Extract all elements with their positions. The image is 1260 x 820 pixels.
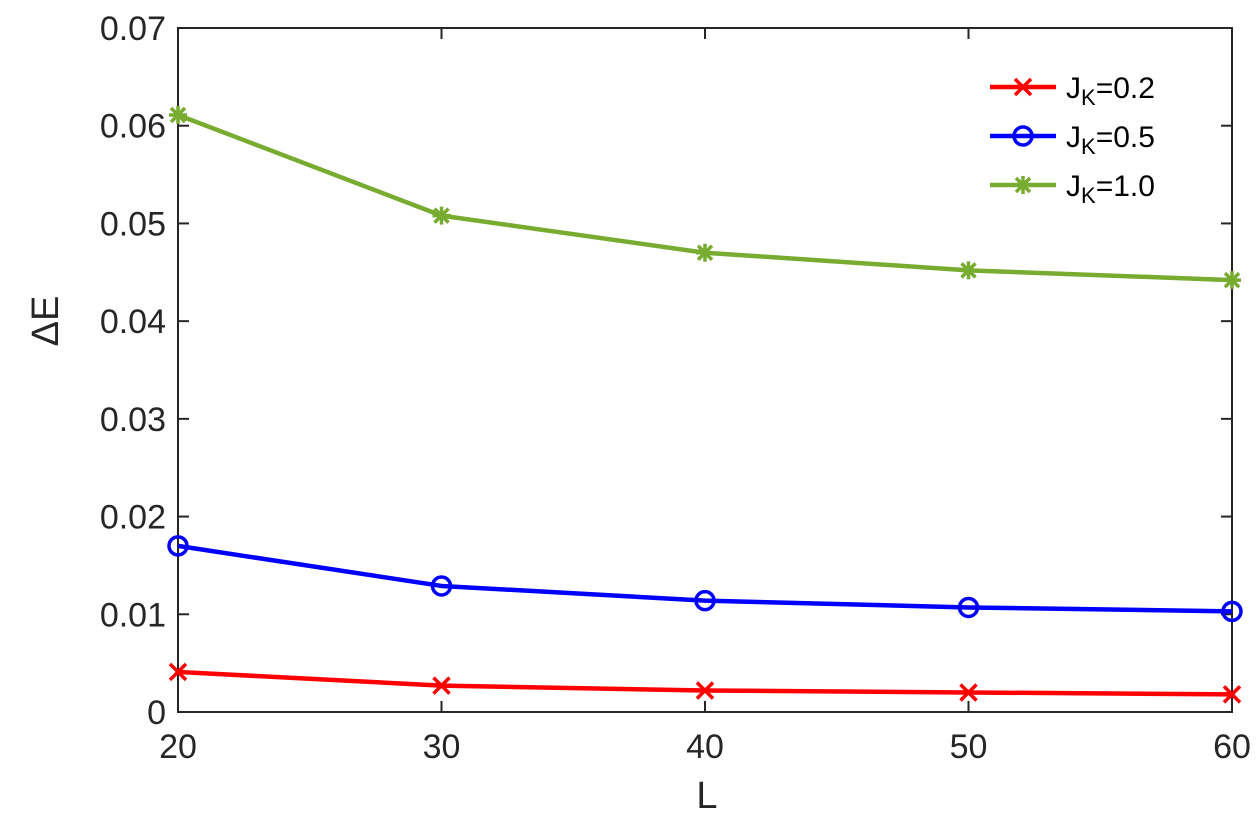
circle-marker: [430, 575, 453, 597]
asterisk-marker: [1223, 271, 1241, 290]
asterisk-marker: [696, 243, 714, 262]
y-tick-label: 0.04: [100, 303, 166, 341]
x-marker: [695, 681, 715, 700]
x-tick-label: 60: [1213, 728, 1251, 766]
y-tick-label: 0.05: [100, 205, 166, 243]
circle-marker: [1012, 125, 1034, 147]
legend-entry-1: JK=0.2: [990, 72, 1155, 110]
asterisk-marker: [432, 206, 451, 225]
x-tick-label: 30: [423, 728, 461, 766]
asterisk-marker: [1014, 176, 1032, 194]
y-tick-label: 0.03: [100, 401, 166, 439]
legend-label: JK=0.2: [1066, 72, 1155, 110]
y-tick-label: 0.02: [100, 499, 166, 537]
asterisk-marker: [959, 261, 978, 280]
x-tick-label: 50: [950, 728, 988, 766]
y-tick-label: 0.01: [100, 596, 166, 634]
y-tick-label: 0.07: [100, 10, 166, 48]
circle-marker: [1221, 600, 1243, 623]
x-marker: [432, 676, 451, 695]
x-marker: [959, 683, 978, 702]
legend: JK=0.2 JK=0.5 JK=1.0: [990, 72, 1155, 208]
legend-entry-2: JK=0.5: [990, 121, 1155, 159]
asterisk-marker: [169, 105, 187, 124]
y-tick-label: 0: [147, 694, 166, 732]
legend-label: JK=1.0: [1066, 170, 1155, 208]
y-axis-label: ΔE: [25, 296, 67, 347]
series-markers: [167, 105, 1243, 704]
legend-label: JK=0.5: [1066, 121, 1155, 159]
y-tick-label: 0.06: [100, 108, 166, 146]
x-tick-label: 40: [686, 728, 724, 766]
y-axis-ticks: 0 0.01 0.02 0.03 0.04 0.05 0.06 0.07: [100, 10, 1232, 732]
x-tick-label: 20: [159, 728, 197, 766]
circle-marker: [694, 589, 716, 612]
x-axis-ticks: 20 30 40 50 60: [159, 28, 1251, 766]
circle-marker: [167, 535, 189, 557]
x-marker: [168, 662, 188, 682]
legend-entry-3: JK=1.0: [990, 170, 1155, 208]
x-marker: [1222, 685, 1242, 704]
circle-marker: [957, 596, 980, 619]
series-line-2: [177, 543, 1233, 614]
x-marker: [1013, 77, 1033, 97]
x-axis-label: L: [696, 775, 717, 817]
